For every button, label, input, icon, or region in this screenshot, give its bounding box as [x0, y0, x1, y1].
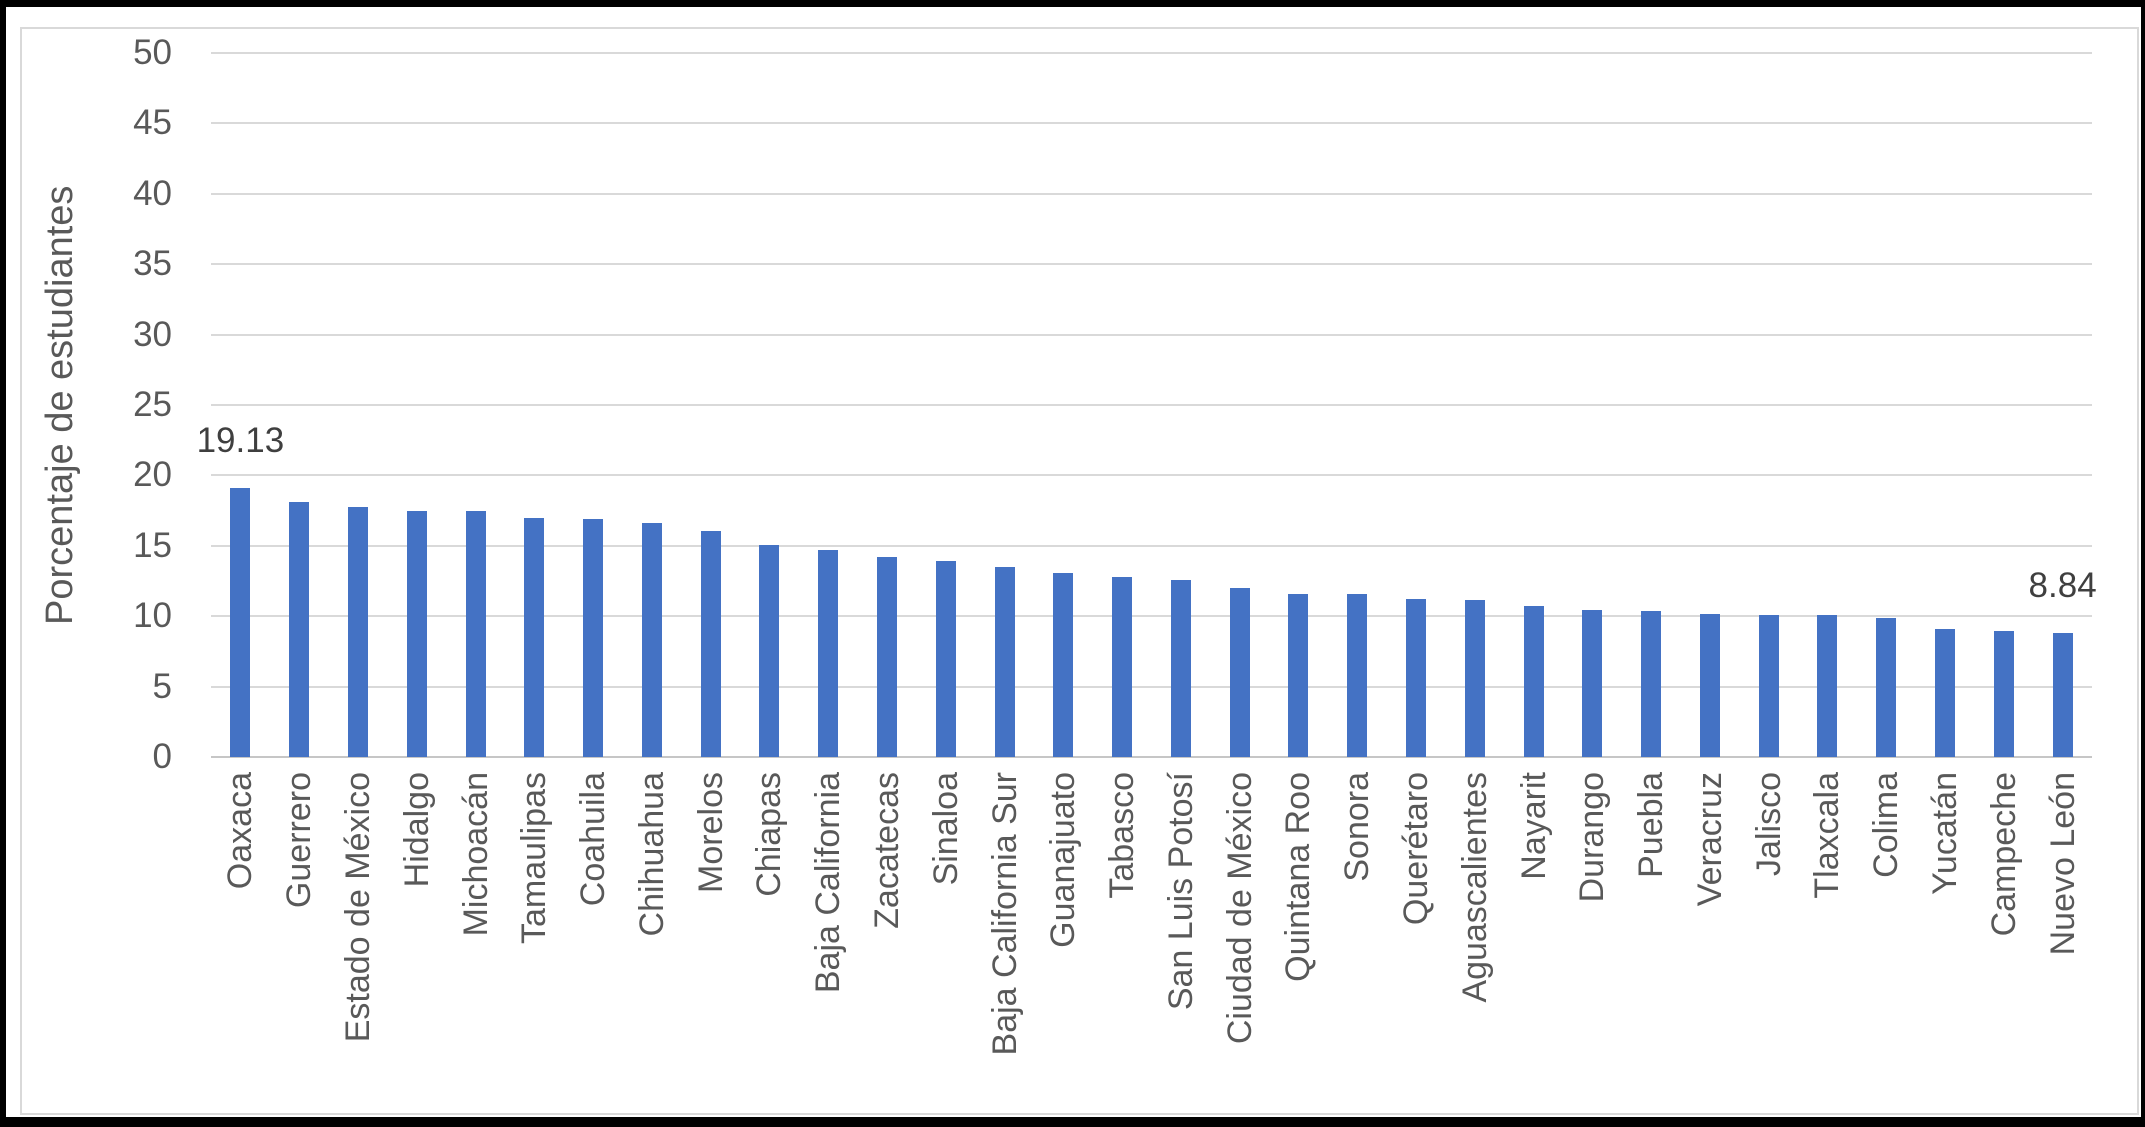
bar: [1699, 614, 1720, 757]
bar: [1758, 614, 1779, 757]
x-category-label: Sonora: [1338, 772, 1377, 882]
bar: [583, 519, 604, 757]
x-category-label: Guanajuato: [1044, 772, 1083, 948]
x-category-label: Colima: [1867, 772, 1906, 878]
bar-value-label: 8.84: [2028, 565, 2097, 605]
x-category-label: Guerrero: [280, 772, 319, 909]
x-category-label: Nayarit: [1514, 772, 1553, 880]
x-category-label: Tabasco: [1103, 772, 1142, 899]
bar: [289, 502, 310, 757]
y-tick-label: 45: [133, 103, 172, 143]
bar: [935, 561, 956, 757]
x-category-label: Quintana Roo: [1279, 772, 1318, 982]
x-category-label: Durango: [1573, 772, 1612, 903]
bar: [876, 557, 897, 757]
bar: [1053, 572, 1074, 757]
bar: [406, 510, 427, 757]
bar: [2052, 632, 2073, 757]
bar: [1817, 615, 1838, 757]
bar: [465, 511, 486, 757]
bar: [1229, 588, 1250, 757]
y-gridline: [211, 544, 2092, 547]
x-category-label: Michoacán: [456, 772, 495, 937]
x-category-label: Querétaro: [1397, 772, 1436, 926]
bar: [1582, 609, 1603, 757]
x-category-label: Baja California Sur: [985, 772, 1024, 1056]
y-tick-label: 50: [133, 33, 172, 72]
y-gridline: [211, 615, 2092, 618]
y-tick-label: 0: [152, 737, 172, 776]
bar: [524, 518, 545, 757]
x-category-label: Baja California: [809, 772, 848, 994]
bar: [230, 487, 251, 757]
x-category-label: Tlaxcala: [1808, 772, 1847, 899]
bar: [759, 545, 780, 757]
y-tick-label: 5: [152, 666, 172, 706]
bar: [347, 507, 368, 757]
x-category-label: Nuevo León: [2043, 772, 2082, 956]
x-category-label: Coahuila: [574, 772, 613, 907]
bar: [700, 531, 721, 757]
bar: [818, 550, 839, 757]
y-tick-label: 15: [133, 525, 172, 565]
y-tick-label: 40: [133, 173, 172, 213]
x-category-label: Chiapas: [750, 772, 789, 897]
y-gridline: [211, 474, 2092, 477]
x-category-label: Veracruz: [1690, 772, 1729, 907]
bar-value-label: 19.13: [196, 420, 285, 460]
bar: [1112, 577, 1133, 757]
bar: [641, 523, 662, 757]
x-category-label: Sinaloa: [926, 772, 965, 886]
y-tick-label: 20: [133, 455, 172, 495]
chart-area-border: [20, 27, 2139, 1115]
x-category-label: San Luis Potosí: [1161, 772, 1200, 1011]
x-category-label: Morelos: [691, 772, 730, 893]
bar: [1935, 628, 1956, 757]
y-tick-label: 30: [133, 314, 172, 354]
y-tick-label: 10: [133, 596, 172, 636]
x-category-label: Aguascalientes: [1455, 772, 1494, 1003]
bar: [1993, 630, 2014, 757]
y-gridline: [211, 263, 2092, 266]
x-category-label: Chihuahua: [632, 772, 671, 937]
bar: [1347, 594, 1368, 757]
x-category-label: Puebla: [1632, 772, 1671, 878]
x-category-label: Ciudad de México: [1220, 772, 1259, 1045]
x-category-label: Tamaulipas: [515, 772, 554, 944]
y-gridline: [211, 404, 2092, 406]
y-gridline: [211, 333, 2092, 336]
bar: [994, 566, 1015, 757]
bar: [1288, 593, 1309, 757]
bar: [1523, 606, 1544, 757]
bar: [1464, 600, 1485, 757]
bar: [1406, 599, 1427, 757]
x-category-label: Campeche: [1984, 772, 2023, 937]
x-category-label: Oaxaca: [221, 772, 260, 890]
y-tick-label: 35: [133, 244, 172, 284]
y-gridline: [211, 685, 2092, 688]
y-gridline: [211, 192, 2092, 195]
bar: [1641, 611, 1662, 757]
x-category-label: Jalisco: [1749, 772, 1788, 876]
x-category-label: Yucatán: [1926, 772, 1965, 895]
y-tick-label: 25: [133, 385, 172, 424]
x-axis-line: [211, 756, 2092, 758]
x-category-label: Zacatecas: [867, 772, 906, 929]
y-gridline: [211, 52, 2092, 54]
bar: [1170, 579, 1191, 757]
bar: [1876, 618, 1897, 757]
x-category-label: Hidalgo: [397, 772, 436, 888]
y-gridline: [211, 122, 2092, 125]
x-category-label: Estado de México: [338, 772, 377, 1043]
